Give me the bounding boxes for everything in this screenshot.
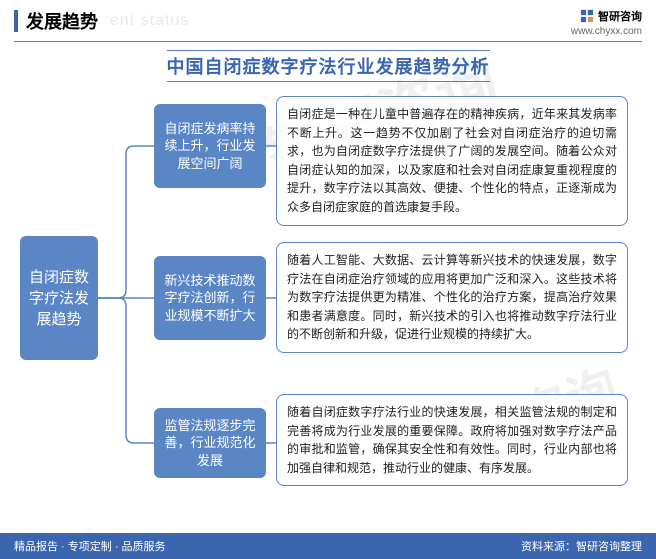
header-title-cn: 发展趋势 (26, 8, 98, 34)
brand-logo-icon (580, 9, 594, 23)
page-header: 发展趋势 ent status 智研咨询 www.chyxx.com (0, 0, 656, 41)
brand-name: 智研咨询 (598, 8, 642, 24)
desc-box-2: 随着人工智能、大数据、云计算等新兴技术的快速发展，数字疗法在自闭症治疗领域的应用… (276, 242, 628, 353)
header-left: 发展趋势 ent status (14, 8, 189, 34)
footer-right: 资料来源：智研咨询整理 (521, 538, 642, 554)
trend-diagram: 自闭症数字疗法发展趋势 自闭症发病率持续上升，行业发展空间广阔 新兴技术推动数字… (14, 96, 642, 496)
root-node: 自闭症数字疗法发展趋势 (20, 236, 98, 360)
page-footer: 精品报告 · 专项定制 · 品质服务 资料来源：智研咨询整理 (0, 533, 656, 559)
footer-left: 精品报告 · 专项定制 · 品质服务 (14, 538, 166, 554)
header-divider (14, 41, 642, 42)
desc-box-1: 自闭症是一种在儿童中普遍存在的精神疾病，近年来其发病率不断上升。这一趋势不仅加剧… (276, 96, 628, 226)
branch-node-3: 监管法规逐步完善，行业规范化发展 (154, 408, 266, 478)
accent-bar (14, 10, 18, 32)
desc-box-3: 随着自闭症数字疗法行业的快速发展，相关监管法规的制定和完善将成为行业发展的重要保… (276, 394, 628, 486)
header-right: 智研咨询 www.chyxx.com (571, 8, 642, 37)
subtitle: 中国自闭症数字疗法行业发展趋势分析 (167, 50, 490, 82)
branch-node-1: 自闭症发病率持续上升，行业发展空间广阔 (154, 104, 266, 188)
subtitle-container: 中国自闭症数字疗法行业发展趋势分析 (0, 50, 656, 82)
brand-url: www.chyxx.com (571, 26, 642, 37)
header-title-en: ent status (110, 12, 189, 30)
branch-node-2: 新兴技术推动数字疗法创新，行业规模不断扩大 (154, 256, 266, 340)
